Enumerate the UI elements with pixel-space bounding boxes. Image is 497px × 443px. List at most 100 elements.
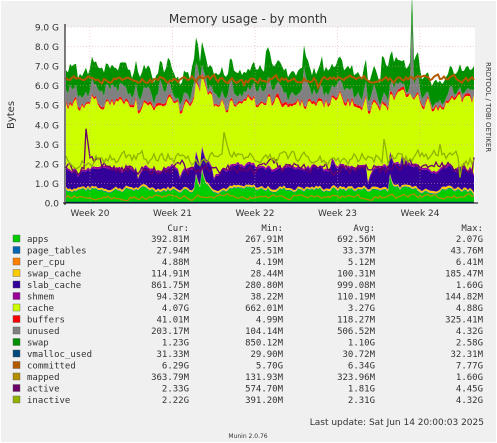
- legend-swatch: [12, 269, 21, 277]
- grid-lines: [65, 26, 475, 204]
- legend-name: committed: [27, 362, 76, 372]
- legend-max: 325.41M: [445, 316, 484, 326]
- y-axis-label: Bytes: [6, 101, 17, 129]
- legend-cur: 392.81M: [151, 235, 190, 245]
- area-per_cpu: [66, 170, 474, 195]
- legend-min: 104.14M: [245, 327, 284, 337]
- legend-entry-unused: unused 203.17M 104.14M 506.52M 4.32G: [12, 326, 483, 337]
- y-tick-labels: 0.0 1.0 G 2.0 G 3.0 G 4.0 G 5.0 G 6.0 G 7.0 G 8.…: [35, 24, 59, 210]
- legend-swatch: [12, 246, 21, 254]
- legend-entry-inactive: inactive 2.22G 391.20M 2.31G 4.32G: [12, 395, 483, 406]
- legend-swatch: [12, 326, 21, 335]
- legend-max: 2.07G: [456, 235, 483, 245]
- legend-max: 1.60G: [456, 373, 483, 383]
- legend-max: 7.77G: [456, 362, 483, 372]
- legend-entry-swap_cache: swap_cache 114.91M 28.44M 100.31M 185.47M: [12, 269, 484, 280]
- legend-swatch: [12, 384, 21, 392]
- legend-max: 4.88G: [456, 304, 483, 314]
- legend-avg: 323.96M: [337, 373, 376, 383]
- legend-swatch: [12, 280, 21, 289]
- legend-swatch: [12, 349, 21, 358]
- legend-min: 662.01M: [245, 304, 284, 314]
- legend-max: 6.41M: [456, 258, 484, 268]
- area-buffers: [66, 73, 474, 114]
- legend-cur: 94.32M: [156, 293, 189, 303]
- x-tick-labels: Week 20 Week 21 Week 22 Week 23 Week 24: [71, 209, 440, 219]
- legend-name: mapped: [27, 373, 60, 383]
- legend-entry-committed: committed 6.29G 5.70G 6.34G 7.77G: [12, 361, 483, 372]
- x-tick-label: Week 23: [318, 209, 357, 219]
- last-update: Last update: Sat Jun 14 20:00:03 2025: [310, 418, 484, 428]
- legend-max: 43.76M: [450, 247, 483, 257]
- legend-min: 850.12M: [245, 339, 284, 349]
- legend-name: cache: [27, 304, 54, 314]
- series-lines: [65, 73, 475, 204]
- legend-cur: 363.79M: [151, 373, 190, 383]
- y-tick-label: 8.0 G: [35, 43, 59, 53]
- chart-title: Memory usage - by month: [169, 12, 327, 26]
- legend-min: 280.80M: [245, 281, 284, 291]
- legend-cur: 2.22G: [162, 396, 189, 406]
- y-tick-label: 7.0 G: [35, 63, 59, 73]
- legend-avg: 30.72M: [342, 350, 375, 360]
- legend-avg: 3.27G: [348, 304, 375, 314]
- legend-name: unused: [27, 327, 60, 337]
- legend-entry-vmalloc_used: vmalloc_used 31.33M 29.90M 30.72M 32.31M: [12, 349, 484, 360]
- legend: apps 392.81M 267.91M 692.56M 2.07Gpage_table…: [12, 234, 484, 406]
- legend-avg: 999.08M: [337, 281, 376, 291]
- legend-cur: 1.23G: [162, 339, 189, 349]
- legend-min: 29.90M: [250, 350, 283, 360]
- legend-name: buffers: [27, 316, 65, 326]
- legend-column-header: Cur:: [167, 224, 189, 234]
- legend-max: 185.47M: [445, 270, 484, 280]
- legend-avg: 1.81G: [348, 385, 375, 395]
- legend-avg: 506.52M: [337, 327, 376, 337]
- legend-cur: 6.29G: [162, 362, 189, 372]
- x-tick-label: Week 21: [153, 209, 192, 219]
- legend-min: 4.19M: [256, 258, 284, 268]
- y-tick-label: 1.0 G: [35, 180, 59, 190]
- line-inactive: [65, 132, 475, 178]
- area-page_tables: [66, 170, 474, 196]
- legend-cur: 4.07G: [162, 304, 189, 314]
- legend-name: apps: [27, 235, 49, 245]
- legend-max: 32.31M: [450, 350, 483, 360]
- legend-min: 267.91M: [245, 235, 284, 245]
- legend-cur: 41.01M: [156, 316, 189, 326]
- legend-name: swap_cache: [27, 270, 81, 280]
- x-tick-label: Week 20: [71, 209, 110, 219]
- area-unused: [66, 16, 474, 112]
- legend-swatch: [12, 315, 21, 323]
- legend-swatch: [12, 257, 21, 266]
- legend-avg: 33.37M: [342, 247, 375, 257]
- area-swap: [66, 0, 474, 108]
- legend-swatch: [12, 372, 21, 381]
- legend-entry-per_cpu: per_cpu 4.88M 4.19M 5.12M 6.41M: [12, 257, 484, 268]
- legend-max: 144.82M: [445, 293, 484, 303]
- legend-cur: 861.75M: [151, 281, 190, 291]
- legend-name: per_cpu: [27, 258, 65, 268]
- legend-name: inactive: [27, 396, 70, 406]
- legend-min: 131.93M: [245, 373, 284, 383]
- y-tick-label: 6.0 G: [35, 82, 59, 92]
- legend-cur: 2.33G: [162, 385, 189, 395]
- legend-entry-apps: apps 392.81M 267.91M 692.56M 2.07G: [12, 234, 483, 245]
- legend-swatch: [12, 292, 21, 300]
- legend-min: 28.44M: [250, 270, 283, 280]
- legend-avg: 1.10G: [348, 339, 375, 349]
- y-tick-label: 9.0 G: [35, 24, 59, 34]
- legend-column-header: Min:: [261, 224, 283, 234]
- legend-swatch: [12, 395, 21, 404]
- legend-name: shmem: [27, 293, 54, 303]
- legend-name: active: [27, 385, 60, 395]
- legend-name: slab_cache: [27, 281, 81, 291]
- legend-max: 1.60G: [456, 281, 483, 291]
- munin-version: Munin 2.0.76: [228, 433, 267, 440]
- legend-max: 2.58G: [456, 339, 483, 349]
- legend-cur: 4.88M: [162, 258, 190, 268]
- legend-max: 4.32G: [456, 396, 483, 406]
- legend-entry-buffers: buffers 41.01M 4.99M 118.27M 325.41M: [12, 315, 484, 326]
- legend-avg: 6.34G: [348, 362, 375, 372]
- legend-entry-active: active 2.33G 574.70M 1.81G 4.45G: [12, 384, 483, 395]
- y-tick-label: 2.0 G: [35, 160, 59, 170]
